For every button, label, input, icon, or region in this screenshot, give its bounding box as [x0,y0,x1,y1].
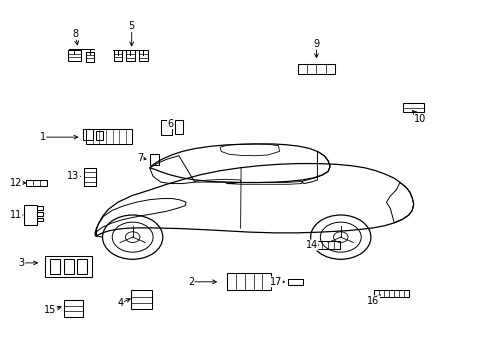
Text: 14: 14 [305,240,317,250]
Text: 6: 6 [167,118,173,129]
Text: 7: 7 [137,153,143,163]
Text: 15: 15 [44,305,56,315]
Text: 4: 4 [117,298,123,308]
Text: 2: 2 [187,277,194,287]
Text: 3: 3 [19,258,25,268]
Text: 5: 5 [128,21,135,31]
Text: 12: 12 [10,178,22,188]
Text: 10: 10 [413,113,426,123]
Text: 16: 16 [366,296,379,306]
Text: 8: 8 [72,29,78,39]
Text: 17: 17 [269,277,282,287]
Text: 13: 13 [67,171,80,181]
Text: 9: 9 [313,39,319,49]
Text: 11: 11 [10,210,22,220]
Text: 1: 1 [40,132,46,142]
